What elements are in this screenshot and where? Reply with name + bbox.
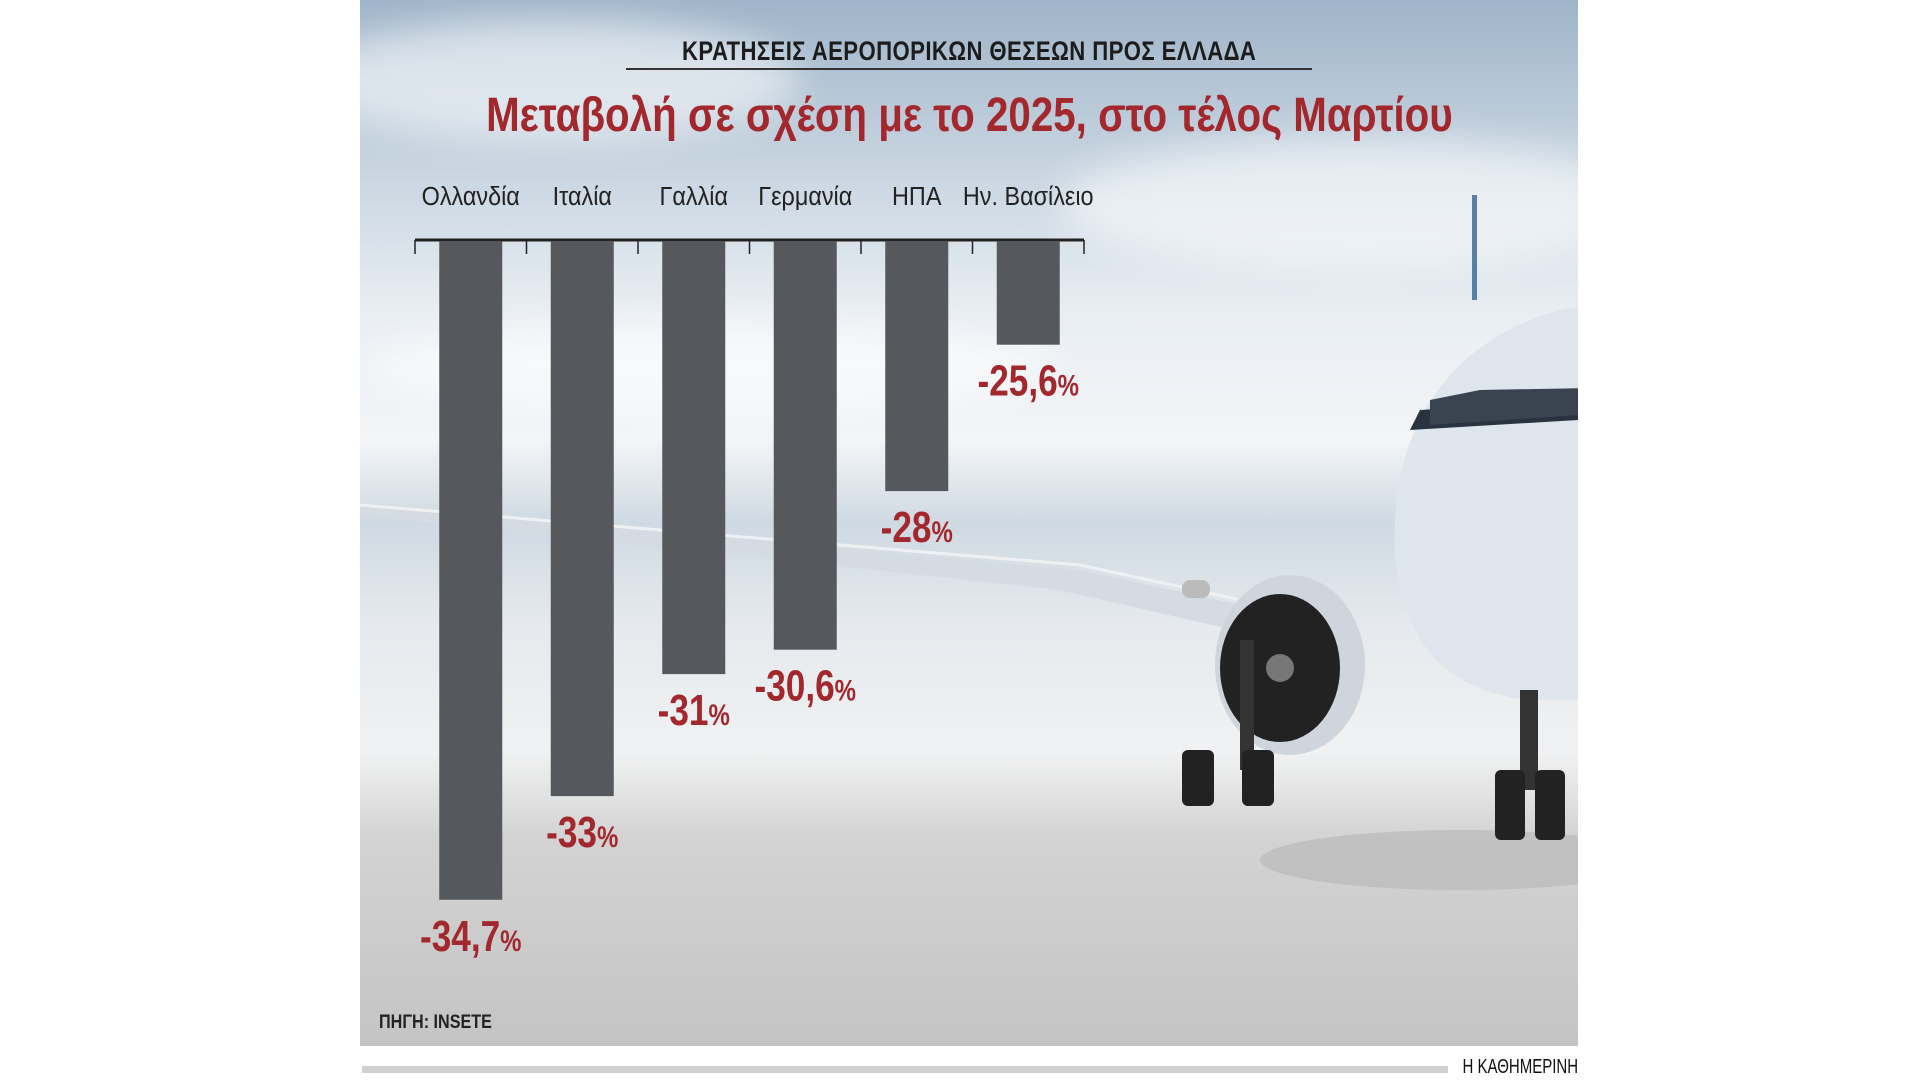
category-label: Γαλλία [659, 183, 728, 211]
value-label: -25,6% [977, 357, 1079, 406]
source-note: ΠΗΓΗ: INSETE [379, 1012, 492, 1033]
publisher-logo: Η ΚΑΘΗΜΕΡΙΝΗ [1462, 1056, 1578, 1078]
cloud [360, 20, 800, 140]
title-text: Μεταβολή σε σχέση με το 2025, στο τέλος … [485, 89, 1453, 142]
bar [773, 241, 837, 650]
chart-title: Μεταβολή σε σχέση με το 2025, στο τέλος … [360, 88, 1578, 143]
bar-chart: Ολλανδία Ιταλία Γαλλία Γερμανία ΗΠΑ Ην. Βασίλ… [414, 183, 1094, 961]
cloud [1060, 140, 1578, 270]
category-label: Ιταλία [553, 183, 612, 211]
category-label: ΗΠΑ [892, 183, 942, 211]
value-label: -30,6% [754, 662, 856, 711]
value-label: -34,7% [420, 912, 522, 961]
bar [439, 241, 503, 900]
footer-rule [362, 1066, 1448, 1073]
infographic-panel: ΚΡΑΤΗΣΕΙΣ ΑΕΡΟΠΟΡΙΚΩΝ ΘΕΣΕΩΝ ΠΡΟΣ ΕΛΛΑΔΑ… [360, 0, 1578, 1046]
bar [996, 241, 1060, 345]
kicker-underline [626, 68, 1312, 70]
category-label: Γερμανία [758, 183, 852, 211]
value-label: -28% [881, 503, 953, 552]
value-label: -31% [658, 686, 730, 735]
bar [885, 241, 949, 492]
kicker-text: ΚΡΑΤΗΣΕΙΣ ΑΕΡΟΠΟΡΙΚΩΝ ΘΕΣΕΩΝ ΠΡΟΣ ΕΛΛΑΔΑ [681, 36, 1257, 66]
bar [662, 241, 726, 675]
category-label: Ην. Βασίλειο [963, 183, 1094, 211]
value-label: -33% [546, 808, 618, 857]
category-label: Ολλανδία [422, 183, 520, 211]
chart-kicker: ΚΡΑΤΗΣΕΙΣ ΑΕΡΟΠΟΡΙΚΩΝ ΘΕΣΕΩΝ ΠΡΟΣ ΕΛΛΑΔΑ [360, 36, 1578, 67]
bar [550, 241, 614, 797]
